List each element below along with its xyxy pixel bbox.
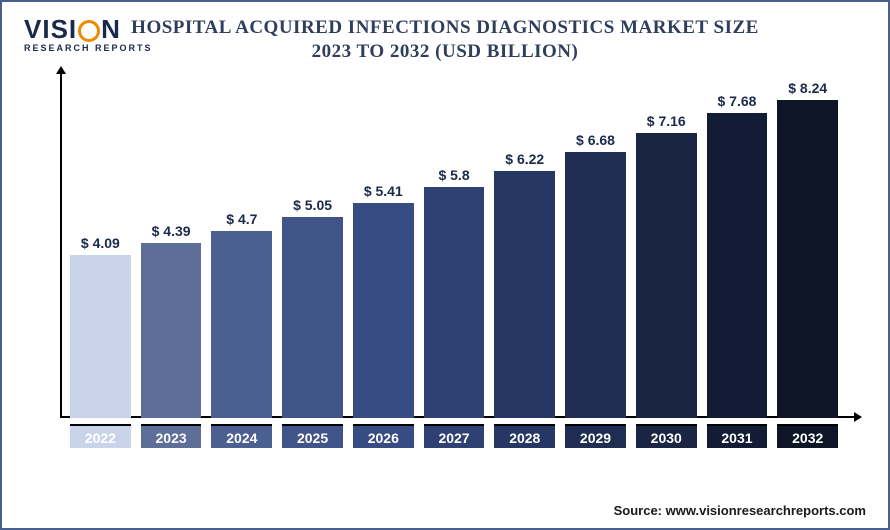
x-axis-arrow-icon	[854, 412, 862, 422]
source-url: www.visionresearchreports.com	[666, 503, 866, 518]
x-category-label: 2029	[565, 424, 626, 448]
bar-value-label: $ 4.09	[81, 235, 120, 251]
x-category-label: 2027	[424, 424, 485, 448]
x-categories: 2022 2023 2024 2025 2026 2027 2028 2029 2030 2031…	[70, 424, 838, 448]
source-prefix: Source:	[614, 503, 666, 518]
bar-value-label: $ 8.24	[788, 80, 827, 96]
x-category-label: 2025	[282, 424, 343, 448]
bar-value-label: $ 7.68	[718, 93, 757, 109]
bar-rect	[211, 231, 272, 418]
x-category-label: 2023	[141, 424, 202, 448]
bar-value-label: $ 5.8	[438, 167, 469, 183]
bar-rect	[424, 187, 485, 418]
bar-value-label: $ 4.39	[152, 223, 191, 239]
bar-value-label: $ 6.68	[576, 132, 615, 148]
bar: $ 4.39	[141, 80, 202, 418]
bar-rect	[707, 113, 768, 418]
y-axis	[60, 72, 62, 418]
bar-rect	[70, 255, 131, 418]
bar-rect	[141, 243, 202, 418]
chart-area: $ 4.09 $ 4.39 $ 4.7 $ 5.05 $ 5.41 $ 5.8 $ 6.22…	[60, 80, 848, 448]
bar-rect	[282, 217, 343, 418]
bar: $ 5.8	[424, 80, 485, 418]
bar-rect	[636, 133, 697, 418]
bar: $ 8.24	[777, 80, 838, 418]
chart-title: HOSPITAL ACQUIRED INFECTIONS DIAGNOSTICS…	[2, 16, 888, 64]
x-category-label: 2030	[636, 424, 697, 448]
bar: $ 4.7	[211, 80, 272, 418]
bar: $ 7.68	[707, 80, 768, 418]
chart-title-line2: 2023 TO 2032 (USD BILLION)	[2, 40, 888, 64]
bar-rect	[494, 171, 555, 418]
chart-frame: VISI N RESEARCH REPORTS HOSPITAL ACQUIRE…	[0, 0, 890, 530]
y-axis-arrow-icon	[56, 66, 66, 74]
bar-value-label: $ 5.05	[293, 197, 332, 213]
plot-area: $ 4.09 $ 4.39 $ 4.7 $ 5.05 $ 5.41 $ 5.8 $ 6.22…	[60, 80, 848, 418]
source-attribution: Source: www.visionresearchreports.com	[614, 503, 866, 518]
x-category-label: 2024	[211, 424, 272, 448]
bar: $ 5.41	[353, 80, 414, 418]
x-category-label: 2032	[777, 424, 838, 448]
bar-value-label: $ 5.41	[364, 183, 403, 199]
bar: $ 5.05	[282, 80, 343, 418]
bar: $ 6.68	[565, 80, 626, 418]
bars-container: $ 4.09 $ 4.39 $ 4.7 $ 5.05 $ 5.41 $ 5.8 $ 6.22…	[70, 80, 838, 418]
bar-rect	[565, 152, 626, 418]
bar: $ 7.16	[636, 80, 697, 418]
bar-rect	[777, 100, 838, 418]
x-category-label: 2026	[353, 424, 414, 448]
bar-rect	[353, 203, 414, 418]
chart-title-line1: HOSPITAL ACQUIRED INFECTIONS DIAGNOSTICS…	[2, 16, 888, 40]
x-category-label: 2022	[70, 424, 131, 448]
bar: $ 4.09	[70, 80, 131, 418]
x-category-label: 2031	[707, 424, 768, 448]
bar-value-label: $ 6.22	[505, 151, 544, 167]
bar-value-label: $ 4.7	[226, 211, 257, 227]
bar: $ 6.22	[494, 80, 555, 418]
x-category-label: 2028	[494, 424, 555, 448]
bar-value-label: $ 7.16	[647, 113, 686, 129]
